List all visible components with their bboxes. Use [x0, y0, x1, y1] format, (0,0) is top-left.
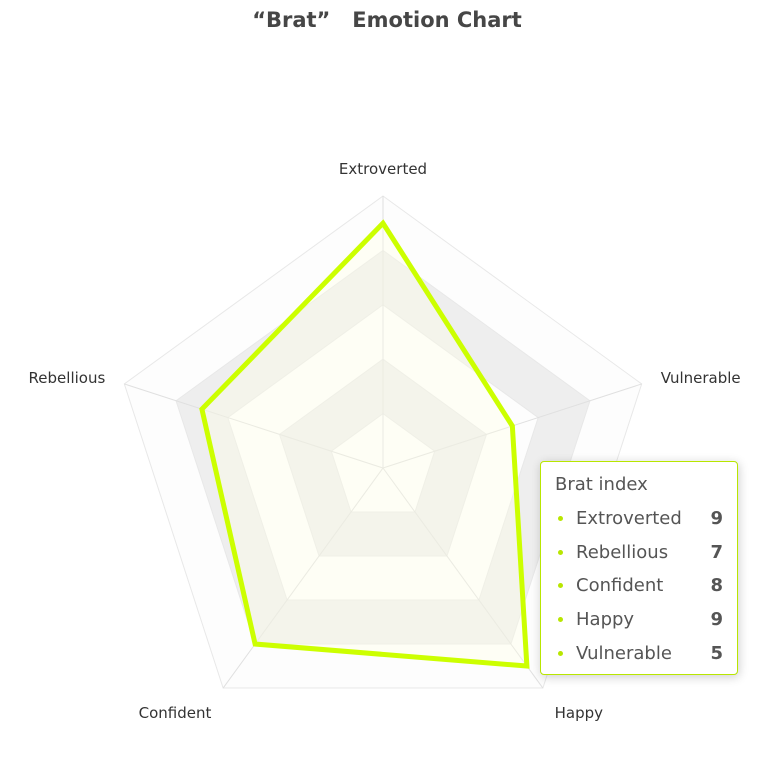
tooltip-row-value: 9 — [710, 508, 723, 530]
axis-label-happy: Happy — [555, 704, 604, 722]
axis-labels: Extroverted Vulnerable Happy Confident Rebel… — [29, 160, 741, 722]
tooltip-row-label: Happy — [576, 609, 635, 631]
tooltip: Brat index Extroverted 9 Rebellious 7 Co… — [540, 461, 738, 675]
split-ring-5 — [123, 195, 643, 689]
split-area-5 — [124, 196, 642, 689]
split-area-2 — [279, 359, 487, 557]
tooltip-row-extroverted: Extroverted 9 — [555, 502, 723, 536]
split-area-3 — [227, 304, 539, 601]
series-dot-icon — [558, 516, 563, 522]
split-ring-3 — [227, 304, 539, 601]
axis-label-vulnerable: Vulnerable — [661, 369, 741, 387]
axis-line-confident — [222, 467, 384, 689]
series-dot-icon — [558, 549, 563, 555]
tooltip-row-value: 9 — [710, 609, 723, 631]
axis-line-happy — [382, 467, 544, 689]
tooltip-row-confident: Confident 8 — [555, 569, 723, 603]
series-area — [199, 219, 530, 669]
split-areas — [124, 196, 642, 689]
axis-label-confident: Confident — [139, 704, 212, 722]
series-dot-icon — [558, 617, 563, 623]
split-lines — [123, 195, 643, 689]
axis-line-rebellious — [124, 383, 384, 469]
tooltip-list: Extroverted 9 Rebellious 7 Confident 8 H… — [555, 502, 723, 670]
tooltip-row-vulnerable: Vulnerable 5 — [555, 636, 723, 670]
series-dot-icon — [558, 650, 563, 656]
series-dot-icon — [558, 583, 563, 589]
split-ring-1 — [330, 412, 436, 513]
axis-label-rebellious: Rebellious — [29, 369, 106, 387]
chart-title: “Brat” Emotion Chart — [252, 8, 522, 32]
split-ring-2 — [278, 358, 488, 557]
tooltip-row-label: Extroverted — [576, 508, 682, 530]
tooltip-row-value: 7 — [710, 541, 723, 563]
tooltip-row-value: 8 — [710, 575, 723, 597]
series-layer — [199, 219, 530, 669]
split-area-4 — [176, 250, 590, 645]
tooltip-title: Brat index — [555, 474, 648, 495]
tooltip-row-happy: Happy 9 — [555, 603, 723, 637]
tooltip-row-label: Vulnerable — [576, 642, 672, 664]
axis-label-extroverted: Extroverted — [339, 160, 427, 178]
tooltip-row-value: 5 — [710, 642, 723, 664]
tooltip-row-label: Confident — [576, 575, 664, 597]
tooltip-row-label: Rebellious — [576, 541, 669, 563]
split-ring-4 — [175, 249, 591, 645]
tooltip-row-rebellious: Rebellious 7 — [555, 536, 723, 570]
